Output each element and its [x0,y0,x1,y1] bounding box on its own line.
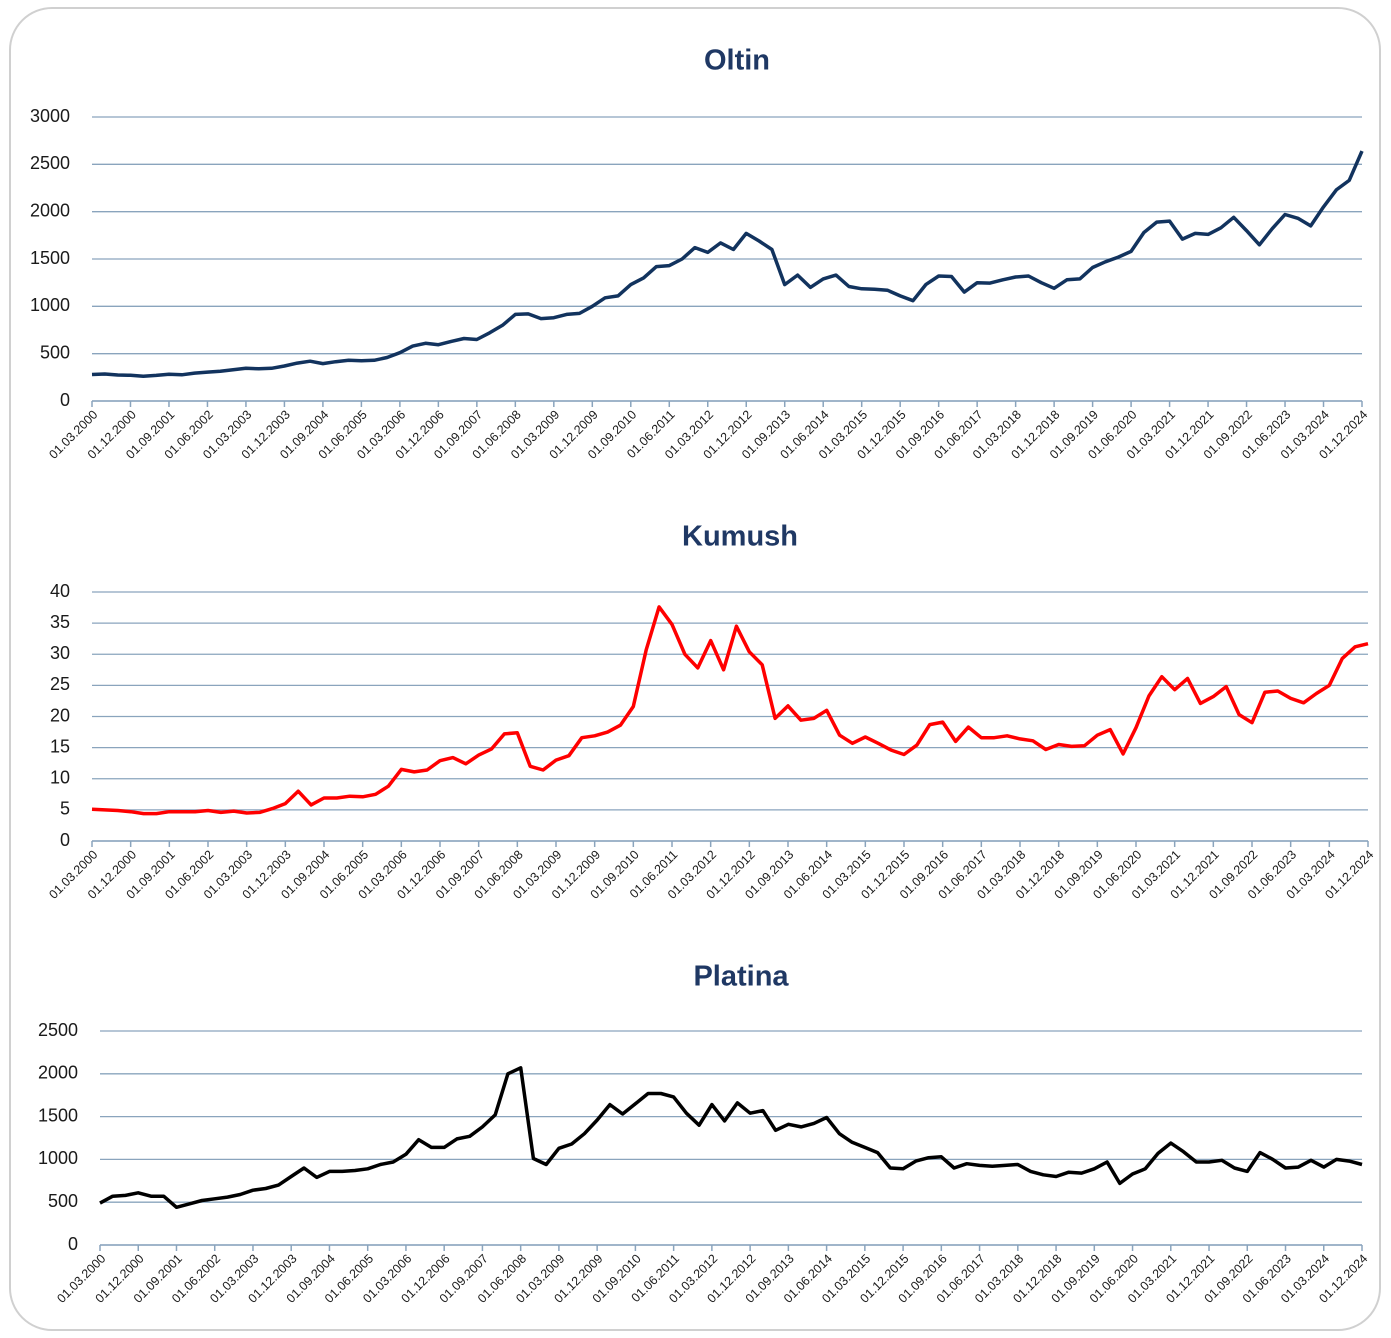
line [91,605,1369,816]
y-tick-label: 30 [50,643,70,663]
y-tick-label: 2000 [30,200,70,220]
chart-title: Kumush [682,521,798,553]
y-tick-label: 500 [48,1191,78,1211]
y-tick-label: 0 [60,830,70,850]
y-tick-label: 1500 [38,1105,78,1125]
y-tick-label: 3000 [30,106,70,126]
y-tick-label: 20 [50,705,70,725]
y-tick-label: 2500 [30,153,70,173]
y-tick-label: 25 [50,674,70,694]
y-tick-label: 0 [68,1234,78,1254]
y-tick-label: 10 [50,768,70,788]
line [91,150,1364,378]
card [9,7,1381,1331]
chart-title: Platina [693,961,789,993]
y-tick-label: 2500 [38,1020,78,1040]
y-tick-label: 5 [60,799,70,819]
y-tick-label: 0 [60,390,70,410]
y-tick-label: 35 [50,612,70,632]
y-tick-label: 500 [40,342,70,362]
y-tick-label: 40 [50,581,70,601]
line [99,1066,1363,1210]
y-tick-label: 2000 [38,1063,78,1083]
y-tick-label: 1500 [30,248,70,268]
y-tick-label: 1000 [30,295,70,315]
y-tick-label: 15 [50,736,70,756]
chart-title: Oltin [704,45,770,77]
y-tick-label: 1000 [38,1148,78,1168]
